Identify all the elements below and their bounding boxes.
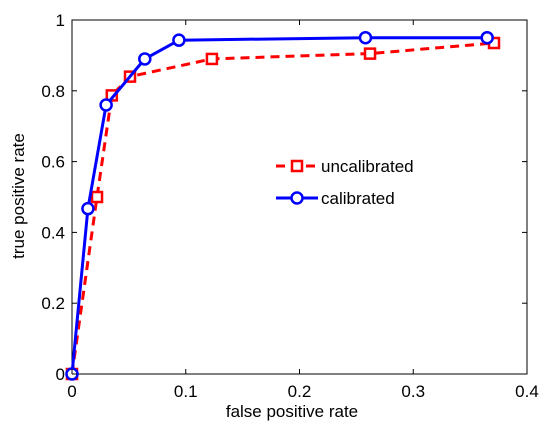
data-point-calibrated xyxy=(480,30,494,45)
data-point-calibrated xyxy=(81,201,95,216)
x-tick-label: 0.4 xyxy=(515,382,539,401)
x-tick-label: 0.2 xyxy=(288,382,312,401)
legend-label: calibrated xyxy=(321,189,395,208)
x-tick-label: 0.3 xyxy=(401,382,425,401)
data-point-calibrated xyxy=(172,33,186,47)
x-axis-label: false positive rate xyxy=(226,402,358,421)
series-layer xyxy=(65,30,501,381)
x-tick-label: 0 xyxy=(67,382,76,401)
y-tick-label: 0.4 xyxy=(41,223,65,242)
tick-layer: 0 0.1 0.2 0.3 0.4 0 0.2 0.4 0.6 0.8 1 xyxy=(41,11,538,401)
y-tick-label: 0.6 xyxy=(41,153,65,172)
legend-swatch-marker xyxy=(290,159,304,173)
y-tick-label: 0.2 xyxy=(41,294,65,313)
legend-entry-uncalibrated: uncalibrated xyxy=(276,157,414,176)
y-axis-label: true positive rate xyxy=(9,133,28,259)
x-tick-label: 0.1 xyxy=(174,382,198,401)
data-point-calibrated xyxy=(99,98,113,112)
legend-swatch-marker xyxy=(290,191,304,205)
legend-label: uncalibrated xyxy=(321,157,414,176)
data-point-uncalibrated xyxy=(90,190,104,204)
legend-entry-calibrated: calibrated xyxy=(276,189,395,208)
data-point-calibrated xyxy=(358,30,373,45)
data-point-uncalibrated xyxy=(363,47,377,60)
y-tick-label: 0 xyxy=(56,365,65,384)
y-tick-label: 1 xyxy=(56,11,65,30)
y-tick-label: 0.8 xyxy=(41,82,65,101)
data-point-calibrated xyxy=(138,52,152,66)
data-point-uncalibrated xyxy=(205,52,219,66)
legend: uncalibrated calibrated xyxy=(276,157,414,208)
